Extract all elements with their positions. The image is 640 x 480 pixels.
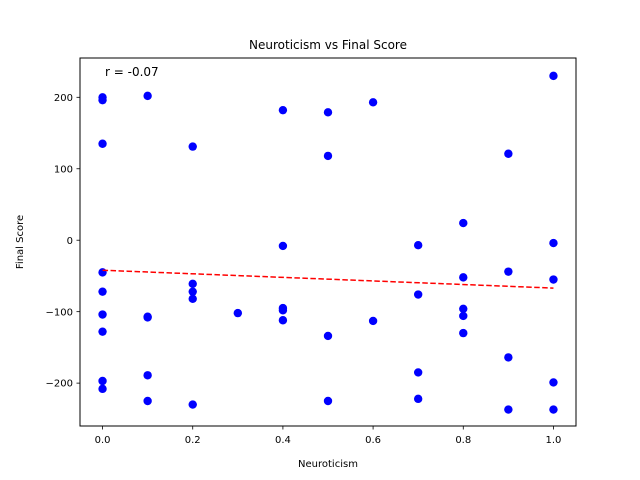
data-point xyxy=(323,108,333,117)
y-axis: −200 −100 0 100 200 xyxy=(46,93,80,390)
data-point xyxy=(323,151,333,161)
data-point xyxy=(188,400,197,409)
data-point xyxy=(368,98,378,107)
data-point xyxy=(143,91,152,101)
y-axis-label: Final Score xyxy=(15,215,26,269)
data-point xyxy=(323,396,333,406)
data-point xyxy=(188,294,197,304)
data-point xyxy=(413,290,423,299)
data-point xyxy=(188,287,197,296)
data-point xyxy=(98,327,107,336)
data-point xyxy=(98,310,107,319)
data-point xyxy=(98,376,107,386)
x-tick-label: 0.0 xyxy=(95,435,111,446)
data-point xyxy=(459,273,468,282)
correlation-annotation: r = -0.07 xyxy=(105,65,159,79)
y-tick-label: −200 xyxy=(46,379,73,390)
data-point xyxy=(278,306,288,315)
data-point xyxy=(504,405,513,414)
data-point xyxy=(188,142,197,151)
data-point xyxy=(368,316,378,326)
data-point xyxy=(549,378,558,387)
data-point xyxy=(413,241,423,250)
data-point xyxy=(504,149,513,158)
data-point xyxy=(188,279,197,289)
data-point xyxy=(98,139,107,148)
data-point xyxy=(143,396,152,406)
plot-frame xyxy=(79,57,577,427)
data-point xyxy=(98,287,107,296)
x-tick-label: 0.6 xyxy=(365,435,381,446)
data-point xyxy=(549,238,558,248)
data-point xyxy=(98,95,107,105)
x-tick-label: 0.8 xyxy=(455,435,471,446)
x-axis: 0.0 0.2 0.4 0.6 0.8 1.0 xyxy=(95,426,562,446)
plot-area xyxy=(98,71,558,414)
data-point xyxy=(549,275,558,284)
data-point xyxy=(143,371,152,380)
data-point xyxy=(233,308,243,318)
data-point xyxy=(459,311,468,321)
chart-title: Neuroticism vs Final Score xyxy=(249,38,407,52)
data-point xyxy=(459,328,468,338)
data-point xyxy=(278,241,288,251)
x-tick-label: 1.0 xyxy=(546,435,562,446)
x-axis-label: Neuroticism xyxy=(298,459,358,470)
trend-line xyxy=(102,269,554,289)
data-point xyxy=(278,105,288,115)
data-point xyxy=(549,71,558,81)
data-point xyxy=(504,353,513,362)
data-point xyxy=(143,313,152,322)
x-tick-label: 0.2 xyxy=(185,435,201,446)
y-tick-label: −100 xyxy=(46,307,73,318)
data-point xyxy=(459,304,468,314)
data-point xyxy=(504,267,513,276)
data-point xyxy=(278,316,288,325)
data-point xyxy=(459,218,468,228)
data-point xyxy=(413,394,423,404)
x-tick-label: 0.4 xyxy=(275,435,291,446)
y-tick-label: 100 xyxy=(54,164,73,175)
data-point xyxy=(98,268,107,277)
data-point xyxy=(549,405,558,414)
y-tick-label: 0 xyxy=(67,236,73,247)
data-point xyxy=(413,368,423,377)
data-point xyxy=(323,331,333,341)
y-tick-label: 200 xyxy=(54,93,73,104)
data-point xyxy=(98,384,107,394)
